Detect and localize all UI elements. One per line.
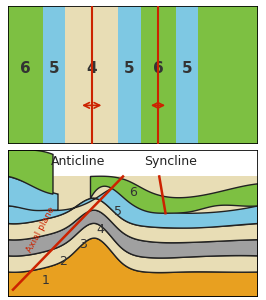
Polygon shape bbox=[8, 176, 58, 211]
Text: 4: 4 bbox=[86, 61, 97, 76]
Bar bbox=[8, 150, 258, 176]
Bar bbox=[65, 6, 118, 144]
Text: Syncline: Syncline bbox=[144, 155, 197, 168]
Polygon shape bbox=[90, 176, 258, 213]
Text: 6: 6 bbox=[153, 61, 163, 76]
Text: 4: 4 bbox=[97, 223, 105, 236]
Polygon shape bbox=[8, 198, 258, 243]
Text: 5: 5 bbox=[49, 61, 60, 76]
Text: 3: 3 bbox=[79, 238, 87, 250]
Polygon shape bbox=[8, 210, 258, 258]
Text: 5: 5 bbox=[124, 61, 135, 76]
Text: 5: 5 bbox=[181, 61, 192, 76]
Polygon shape bbox=[8, 238, 258, 297]
Bar bbox=[176, 6, 198, 144]
Text: Axial plane: Axial plane bbox=[25, 205, 56, 254]
Text: 2: 2 bbox=[59, 255, 67, 268]
Polygon shape bbox=[8, 187, 258, 228]
Bar bbox=[198, 6, 258, 144]
Text: Anticline: Anticline bbox=[51, 155, 105, 168]
Bar bbox=[8, 6, 43, 144]
Bar bbox=[118, 6, 140, 144]
Text: 6: 6 bbox=[129, 186, 137, 199]
Polygon shape bbox=[8, 223, 258, 273]
Polygon shape bbox=[8, 150, 53, 194]
Bar bbox=[140, 6, 176, 144]
Bar bbox=[43, 6, 65, 144]
Text: 6: 6 bbox=[20, 61, 31, 76]
Text: 5: 5 bbox=[114, 205, 122, 218]
Text: 1: 1 bbox=[41, 274, 49, 287]
